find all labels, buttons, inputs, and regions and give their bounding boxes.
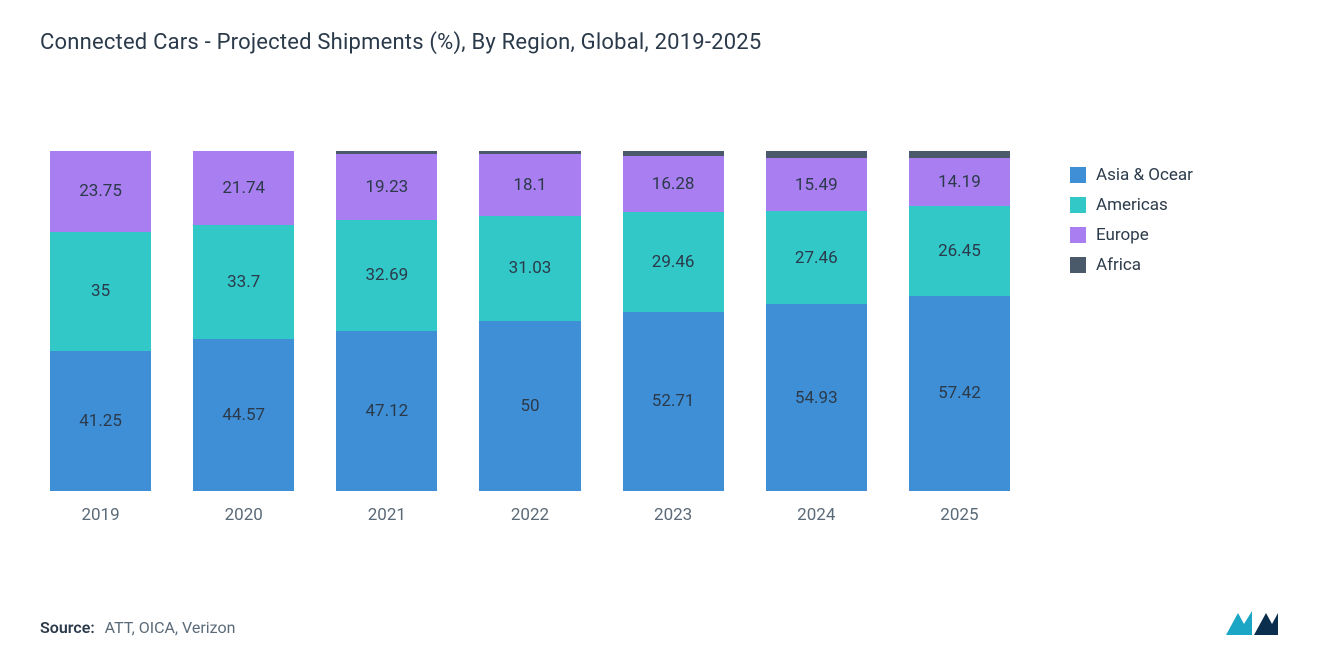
source-label: Source:: [40, 618, 95, 637]
stacked-bar-plot: 41.253523.75201944.5733.721.74202047.123…: [40, 155, 1020, 525]
bar-segment: 35: [50, 232, 151, 351]
bar-segment: 41.25: [50, 351, 151, 491]
bar-segment: [909, 151, 1010, 158]
bar-segment: 16.28: [623, 156, 724, 211]
legend-label: Americas: [1096, 195, 1168, 215]
bar-segment: 44.57: [193, 339, 294, 491]
bar-segment: 50: [479, 321, 580, 491]
bar-stack: 52.7129.4616.28: [623, 151, 724, 491]
bar-stack: 41.253523.75: [50, 151, 151, 491]
bar-stack: 5031.0318.1: [479, 151, 580, 491]
source-text: ATT, OICA, Verizon: [101, 618, 236, 637]
legend: Asia & Ocear Americas Europe Africa: [1070, 165, 1280, 285]
x-axis-label: 2019: [81, 505, 119, 525]
legend-item: Asia & Ocear: [1070, 165, 1280, 185]
x-axis-label: 2023: [654, 505, 692, 525]
bar-stack: 44.5733.721.74: [193, 151, 294, 491]
x-axis-label: 2024: [797, 505, 835, 525]
legend-swatch: [1070, 197, 1086, 213]
x-axis-label: 2020: [225, 505, 263, 525]
bar-segment: 23.75: [50, 151, 151, 232]
bar-segment: 52.71: [623, 312, 724, 491]
x-axis-label: 2021: [368, 505, 406, 525]
legend-swatch: [1070, 227, 1086, 243]
bar-segment: 57.42: [909, 296, 1010, 491]
bar-column: 54.9327.4615.49 2024: [766, 151, 867, 525]
bar-segment: 31.03: [479, 216, 580, 322]
brand-logo: [1224, 609, 1280, 643]
bar-stack: 47.1232.6919.23: [336, 151, 437, 491]
bar-segment: 29.46: [623, 212, 724, 312]
bar-stack: 57.4226.4514.19: [909, 151, 1010, 491]
bar-column: 5031.0318.1 2022: [479, 151, 580, 525]
x-axis-label: 2025: [940, 505, 978, 525]
bar-segment: 54.93: [766, 304, 867, 491]
bar-segment: 32.69: [336, 220, 437, 331]
bar-segment: 21.74: [193, 151, 294, 225]
legend-item: Europe: [1070, 225, 1280, 245]
bar-segment: [766, 151, 867, 158]
bar-segment: 47.12: [336, 331, 437, 491]
chart-zone: 41.253523.75201944.5733.721.74202047.123…: [40, 155, 1280, 525]
bar-segment: 18.1: [479, 154, 580, 216]
bar-column: 47.1232.6919.23 2021: [336, 151, 437, 525]
bar-segment: 27.46: [766, 211, 867, 304]
legend-swatch: [1070, 167, 1086, 183]
bar-column: 52.7129.4616.28 2023: [623, 151, 724, 525]
legend-swatch: [1070, 257, 1086, 273]
bar-segment: 19.23: [336, 154, 437, 219]
bar-segment: 15.49: [766, 158, 867, 211]
legend-item: Americas: [1070, 195, 1280, 215]
legend-label: Africa: [1096, 255, 1141, 275]
bar-column: 41.253523.75 2019: [50, 151, 151, 525]
legend-label: Europe: [1096, 225, 1149, 245]
x-axis-label: 2022: [511, 505, 549, 525]
bar-segment: 14.19: [909, 158, 1010, 206]
legend-label: Asia & Ocear: [1096, 165, 1193, 185]
source-attribution: Source: ATT, OICA, Verizon: [40, 618, 235, 637]
legend-item: Africa: [1070, 255, 1280, 275]
chart-title: Connected Cars - Projected Shipments (%)…: [40, 30, 1280, 55]
bar-segment: 26.45: [909, 206, 1010, 296]
bar-column: 44.5733.721.74 2020: [193, 151, 294, 525]
bar-column: 57.4226.4514.19 2025: [909, 151, 1010, 525]
bar-segment: 33.7: [193, 225, 294, 340]
bar-stack: 54.9327.4615.49: [766, 151, 867, 491]
